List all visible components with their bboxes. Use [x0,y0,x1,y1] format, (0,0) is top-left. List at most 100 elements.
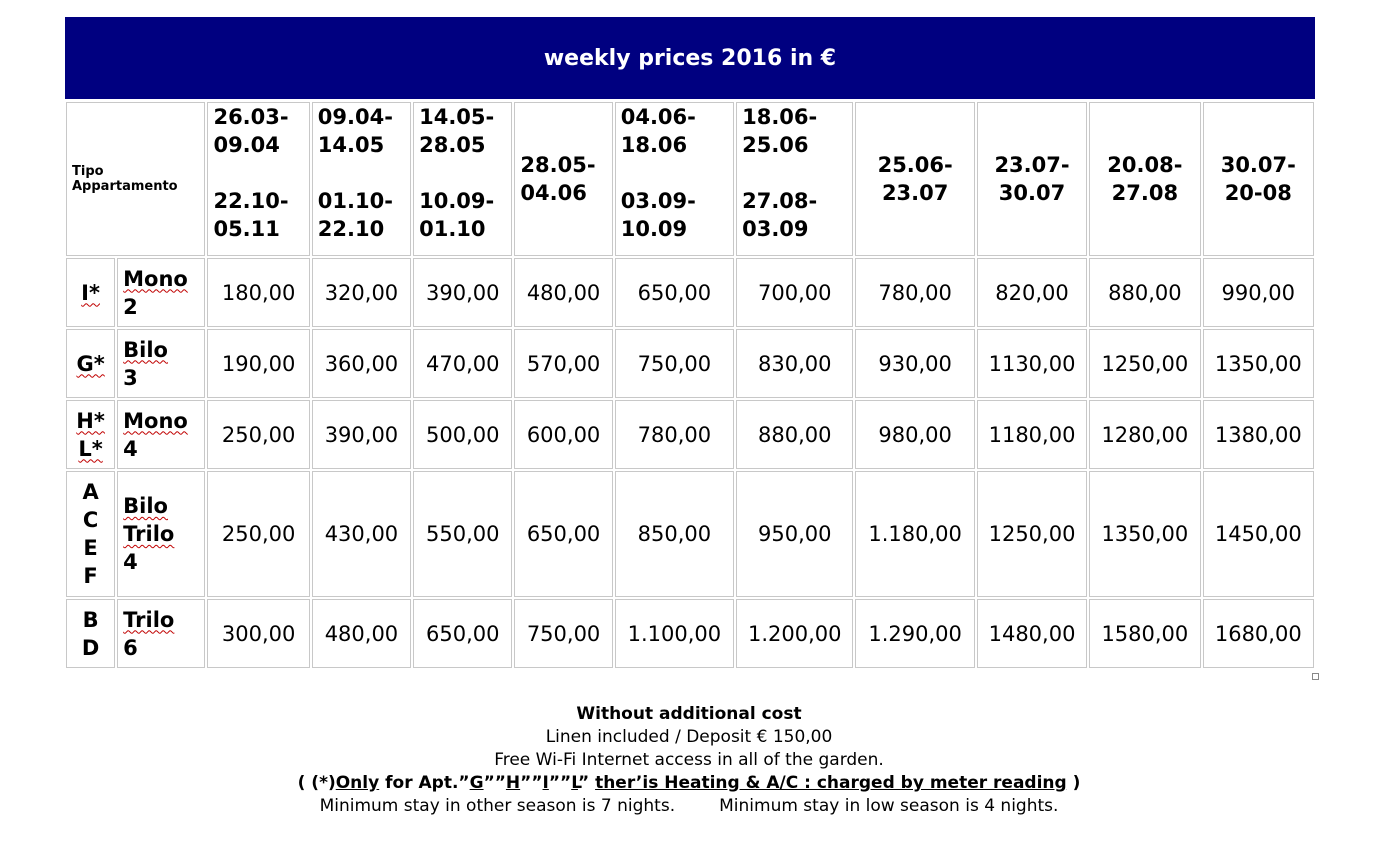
notes-line: Linen included / Deposit € 150,00 [545,727,833,747]
price-cell: 180,00 [207,258,310,327]
notes-line: Free Wi-Fi Internet access in all of the… [494,750,884,770]
notes-heading: Without additional cost [576,704,802,724]
apartment-code-text: G* [76,351,105,376]
price-cell: 480,00 [311,599,412,668]
price-cell: 300,00 [207,599,310,668]
price-table-title: weekly prices 2016 in € [65,17,1315,99]
apartment-code-text: A [82,480,99,504]
period-date: 09.04- [317,105,393,129]
period-date: 09.04 [213,133,280,157]
period-date: 20.08- [1107,153,1183,177]
period-date: 22.10- [213,189,289,213]
apartment-code-text: E [83,536,98,560]
period-date: 27.08 [1111,181,1179,205]
title-text: weekly prices 2016 in € [543,45,837,71]
note-text: ”” [548,773,572,793]
note-text: ”” [520,773,543,793]
price-cell: 750,00 [614,329,735,398]
note-text: ” [577,773,596,793]
price-cell: 1.180,00 [855,471,975,597]
price-cell: 1.200,00 [736,599,854,668]
period-date: 30.07- [1220,153,1296,177]
period-date: 03.09 [742,217,809,241]
note-text: H [505,773,521,793]
note-text: Only [335,773,380,793]
price-cell: 1250,00 [1089,329,1201,398]
note-text: for Apt.” [379,773,470,793]
price-cell: 850,00 [614,471,735,597]
price-cell: 780,00 [855,258,975,327]
price-cell: 250,00 [207,400,310,469]
price-cell: 1180,00 [976,400,1088,469]
period-header: 09.04- 14.05 01.10- 22.10 [311,102,412,256]
heating-note: ( (*)Only for Apt.”G””H””I””L” ther’is H… [0,772,1378,795]
period-date: 14.05- [419,105,495,129]
note-text: ”” [483,773,506,793]
price-cell: 650,00 [413,599,513,668]
note-text: I [542,773,549,793]
table-row: H* L* Mono 4 250,00 390,00 500,00 600,00 780,00 8… [66,400,1314,469]
price-table: Tipo Appartamento 26.03- 09.04 22.10- 05… [64,100,1316,670]
apartment-kind: Bilo Trilo 4 [117,471,206,597]
price-cell: 1350,00 [1202,329,1314,398]
price-cell: 930,00 [855,329,975,398]
period-date: 05.11 [213,217,280,241]
apartment-kind-text: Mono [123,408,188,433]
apartment-kind: Bilo 3 [117,329,206,398]
period-date: 28.05- [520,153,596,177]
price-cell: 650,00 [614,258,735,327]
period-date: 04.06- [620,105,696,129]
period-header: 25.06- 23.07 [855,102,975,256]
apartment-kind-text: 3 [123,365,138,390]
price-cell: 980,00 [855,400,975,469]
note-text: ) [1066,773,1081,793]
apartment-code: G* [66,329,116,398]
period-date: 14.05 [317,133,385,157]
table-row: G* Bilo 3 190,00 360,00 470,00 570,00 750,00 830… [66,329,1314,398]
table-row: A C E F Bilo Trilo 4 250,00 430,00 550,00 650,00 85… [66,471,1314,597]
price-cell: 1250,00 [976,471,1088,597]
apartment-code-text: B [82,607,99,632]
price-cell: 1680,00 [1202,599,1314,668]
price-cell: 700,00 [736,258,854,327]
price-cell: 1480,00 [976,599,1088,668]
period-date: 25.06 [742,133,809,157]
period-date: 25.06- [877,153,953,177]
price-cell: 360,00 [311,329,412,398]
apartment-kind-text: Trilo [123,607,175,632]
price-cell: 1350,00 [1089,471,1201,597]
price-cell: 480,00 [514,258,613,327]
price-rows: I* Mono 2 180,00 320,00 390,00 480,00 650,00 700… [66,258,1314,668]
price-cell: 550,00 [413,471,513,597]
note-text: ther’is Heating & A/C : charged by meter… [595,773,1067,793]
period-date: 03.09- [620,189,696,213]
apartment-kind: Mono 4 [117,400,206,469]
period-header: 28.05- 04.06 [514,102,613,256]
price-notes: Without additional cost Linen included /… [0,703,1378,818]
period-header: 23.07- 30.07 [976,102,1088,256]
apartment-code-text: C [82,508,99,532]
period-header: 20.08- 27.08 [1089,102,1201,256]
price-cell: 320,00 [311,258,412,327]
price-cell: 990,00 [1202,258,1314,327]
period-header: 30.07- 20-08 [1202,102,1314,256]
table-row: I* Mono 2 180,00 320,00 390,00 480,00 650,00 700… [66,258,1314,327]
price-cell: 390,00 [311,400,412,469]
period-date: 22.10 [317,217,385,241]
apartment-kind: Mono 2 [117,258,206,327]
period-date: 27.08- [742,189,818,213]
period-date: 04.06 [520,181,587,205]
price-cell: 750,00 [514,599,613,668]
period-date: 30.07 [998,181,1066,205]
apartment-code-text: H* [76,408,105,433]
price-cell: 1580,00 [1089,599,1201,668]
min-stay-line: Minimum stay in other season is 7 nights… [0,795,1378,818]
price-cell: 1.100,00 [614,599,735,668]
price-cell: 1280,00 [1089,400,1201,469]
apartment-code: H* L* [66,400,116,469]
note-text: G [469,773,484,793]
period-header: 04.06- 18.06 03.09- 10.09 [614,102,735,256]
price-cell: 250,00 [207,471,310,597]
